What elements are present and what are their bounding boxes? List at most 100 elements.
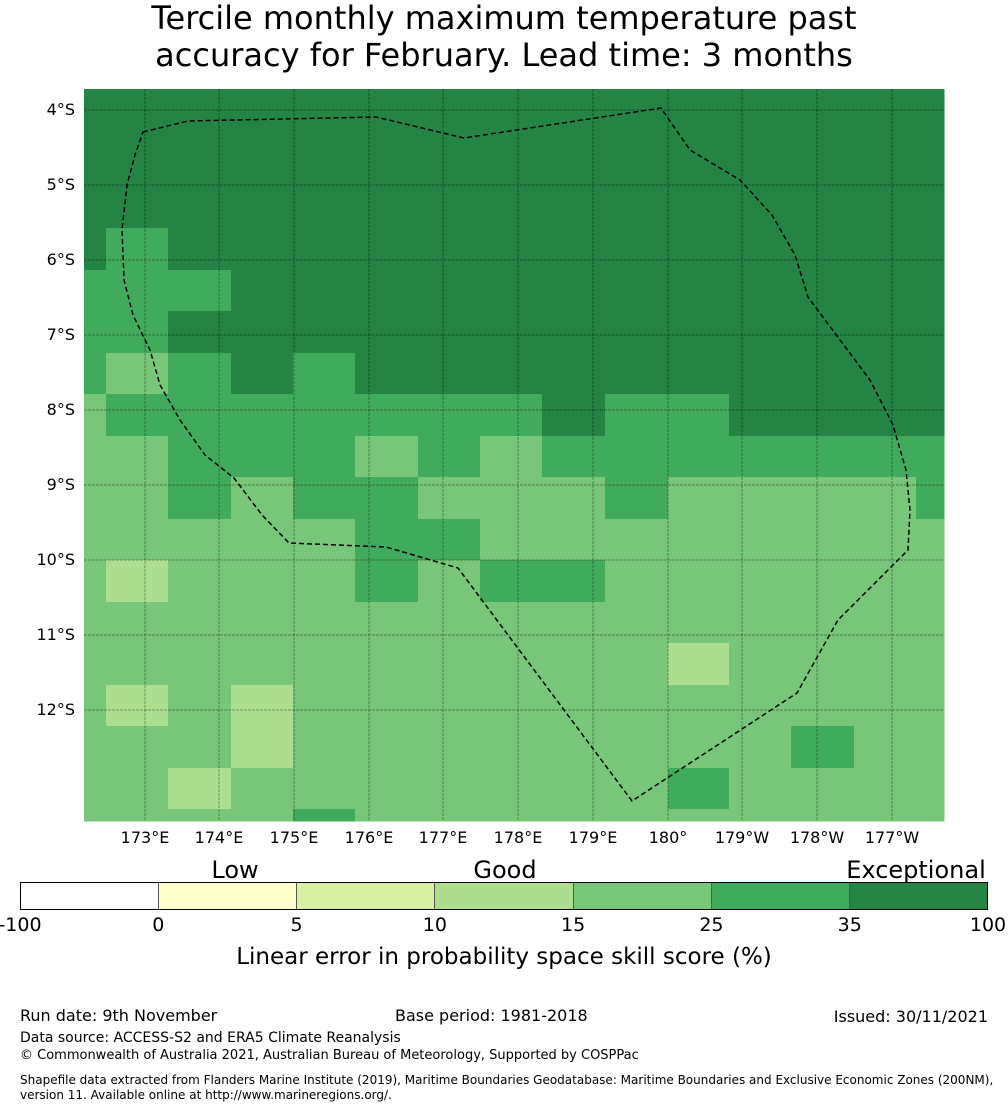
grid-cell	[605, 809, 669, 822]
skill-map	[84, 89, 945, 822]
grid-cell	[480, 186, 543, 229]
grid-cell	[480, 103, 543, 146]
grid-cell	[791, 726, 855, 769]
grid-cell	[668, 270, 730, 312]
grid-cell	[854, 768, 917, 810]
grid-cell	[854, 353, 917, 395]
colorbar-tick: 100	[969, 914, 1007, 936]
grid-cell	[106, 270, 169, 312]
grid-cell	[854, 228, 917, 271]
grid-cell	[542, 394, 606, 437]
grid-cell	[916, 311, 945, 354]
grid-cell	[854, 602, 917, 644]
grid-cell	[84, 768, 107, 810]
grid-cell	[791, 145, 855, 187]
grid-cell	[168, 228, 232, 271]
grid-cell	[480, 436, 543, 478]
grid-cell	[916, 228, 945, 271]
grid-cell	[168, 477, 232, 520]
colorbar-segment	[572, 883, 711, 909]
grid-cell	[729, 311, 792, 354]
grid-cell	[729, 436, 792, 478]
grid-cell	[729, 726, 792, 769]
grid-cell	[168, 768, 232, 810]
grid-cell	[168, 685, 232, 727]
grid-cell	[791, 353, 855, 395]
grid-cell	[854, 519, 917, 561]
colorbar-category-exceptional: Exceptional	[846, 856, 986, 884]
grid-cell	[418, 685, 481, 727]
grid-cell	[668, 643, 730, 686]
grid-cell	[729, 103, 792, 146]
grid-cell	[293, 270, 356, 312]
grid-cell	[480, 353, 543, 395]
grid-cell	[355, 394, 419, 437]
grid-cell	[668, 560, 730, 603]
grid-cell	[168, 560, 232, 603]
grid-cell	[542, 89, 606, 104]
grid-cell	[542, 560, 606, 603]
grid-cell	[480, 560, 543, 603]
grid-cell	[729, 145, 792, 187]
grid-cell	[106, 103, 169, 146]
grid-cell	[605, 643, 669, 686]
grid-cell	[668, 768, 730, 810]
grid-cell	[542, 602, 606, 644]
latitude-label: 11°S	[36, 625, 75, 644]
grid-cell	[418, 726, 481, 769]
run-date: Run date: 9th November	[20, 1006, 218, 1025]
grid-cell	[542, 768, 606, 810]
grid-cell	[293, 103, 356, 146]
grid-cell	[542, 103, 606, 146]
grid-cell	[231, 228, 294, 271]
grid-cell	[854, 726, 917, 769]
grid-cell	[231, 809, 294, 822]
grid-cell	[418, 103, 481, 146]
grid-cell	[916, 270, 945, 312]
graticule	[84, 89, 944, 821]
grid-cell	[916, 809, 945, 822]
grid-cell	[168, 145, 232, 187]
grid-cell	[355, 768, 419, 810]
grid-cell	[231, 726, 294, 769]
grid-cell	[106, 643, 169, 686]
grid-cell	[168, 353, 232, 395]
grid-cell	[916, 560, 945, 603]
grid-cell	[854, 643, 917, 686]
grid-cell	[293, 768, 356, 810]
eez-boundary	[121, 107, 911, 803]
grid-cell	[106, 353, 169, 395]
grid-cell	[355, 270, 419, 312]
grid-cell	[84, 726, 107, 769]
grid-cell	[791, 477, 855, 520]
grid-cell	[791, 602, 855, 644]
grid-cell	[418, 311, 481, 354]
grid-cell	[231, 560, 294, 603]
grid-cell	[106, 560, 169, 603]
grid-cell	[605, 768, 669, 810]
grid-cell	[293, 228, 356, 271]
latitude-label: 8°S	[46, 400, 75, 419]
grid-cell	[668, 726, 730, 769]
grid-cell	[355, 560, 419, 603]
grid-cell	[791, 809, 855, 822]
grid-cell	[480, 270, 543, 312]
shapefile-credit-1: Shapefile data extracted from Flanders M…	[20, 1073, 994, 1087]
grid-cell	[668, 228, 730, 271]
grid-cell	[84, 602, 107, 644]
grid-cell	[916, 353, 945, 395]
grid-cell	[791, 519, 855, 561]
grid-cell	[542, 311, 606, 354]
grid-cell	[668, 145, 730, 187]
grid-cell	[355, 311, 419, 354]
grid-cell	[106, 436, 169, 478]
grid-cell	[480, 89, 543, 104]
grid-cell	[791, 270, 855, 312]
grid-cell	[106, 685, 169, 727]
grid-cell	[668, 103, 730, 146]
grid-cell	[480, 768, 543, 810]
grid-cell	[916, 685, 945, 727]
colorbar-category-good: Good	[473, 856, 537, 884]
grid-cell	[791, 394, 855, 437]
